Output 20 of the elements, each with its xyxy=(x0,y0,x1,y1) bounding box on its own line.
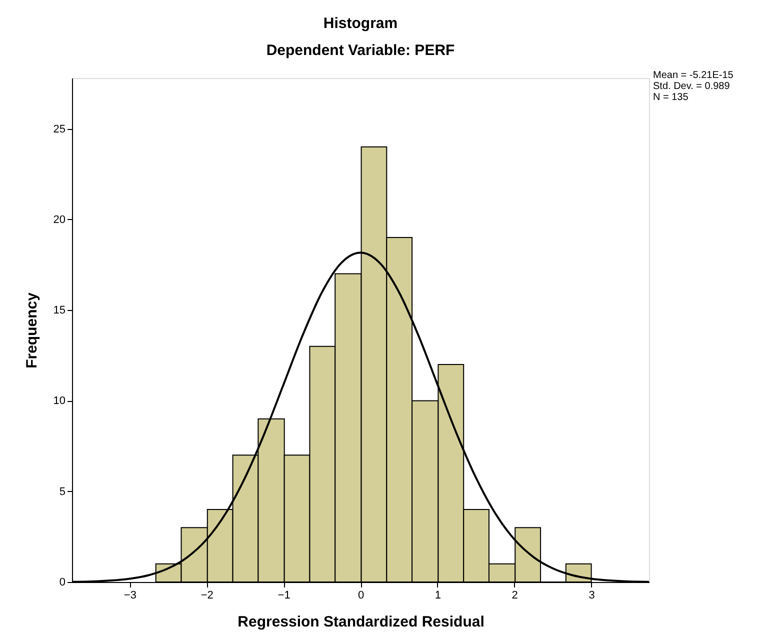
x-tick-label: 0 xyxy=(358,590,364,602)
x-tick-label: 3 xyxy=(588,590,595,602)
x-axis-title: Regression Standardized Residual xyxy=(238,614,484,630)
x-tick-label: 1 xyxy=(434,590,441,602)
chart-title: Histogram xyxy=(323,15,398,32)
text: Std. Dev. = 0.989 xyxy=(653,81,730,92)
y-axis-title: Frequency xyxy=(23,292,40,368)
y-tick-label: 0 xyxy=(59,576,66,588)
x-tick-label: −3 xyxy=(124,590,136,602)
y-tick-label: 5 xyxy=(59,486,66,498)
x-tick-label: −2 xyxy=(200,590,214,602)
y-tick-label: 20 xyxy=(53,214,66,226)
x-tick-label: −1 xyxy=(278,590,290,602)
text: Mean = -5.21E-15 xyxy=(653,70,734,81)
x-tick-label: 2 xyxy=(512,590,518,602)
y-tick-label: 15 xyxy=(53,304,66,317)
text: N = 135 xyxy=(653,92,689,103)
chart-subtitle: Dependent Variable: PERF xyxy=(266,42,455,59)
y-tick-label: 25 xyxy=(53,123,66,136)
y-tick-label: 10 xyxy=(53,395,66,408)
